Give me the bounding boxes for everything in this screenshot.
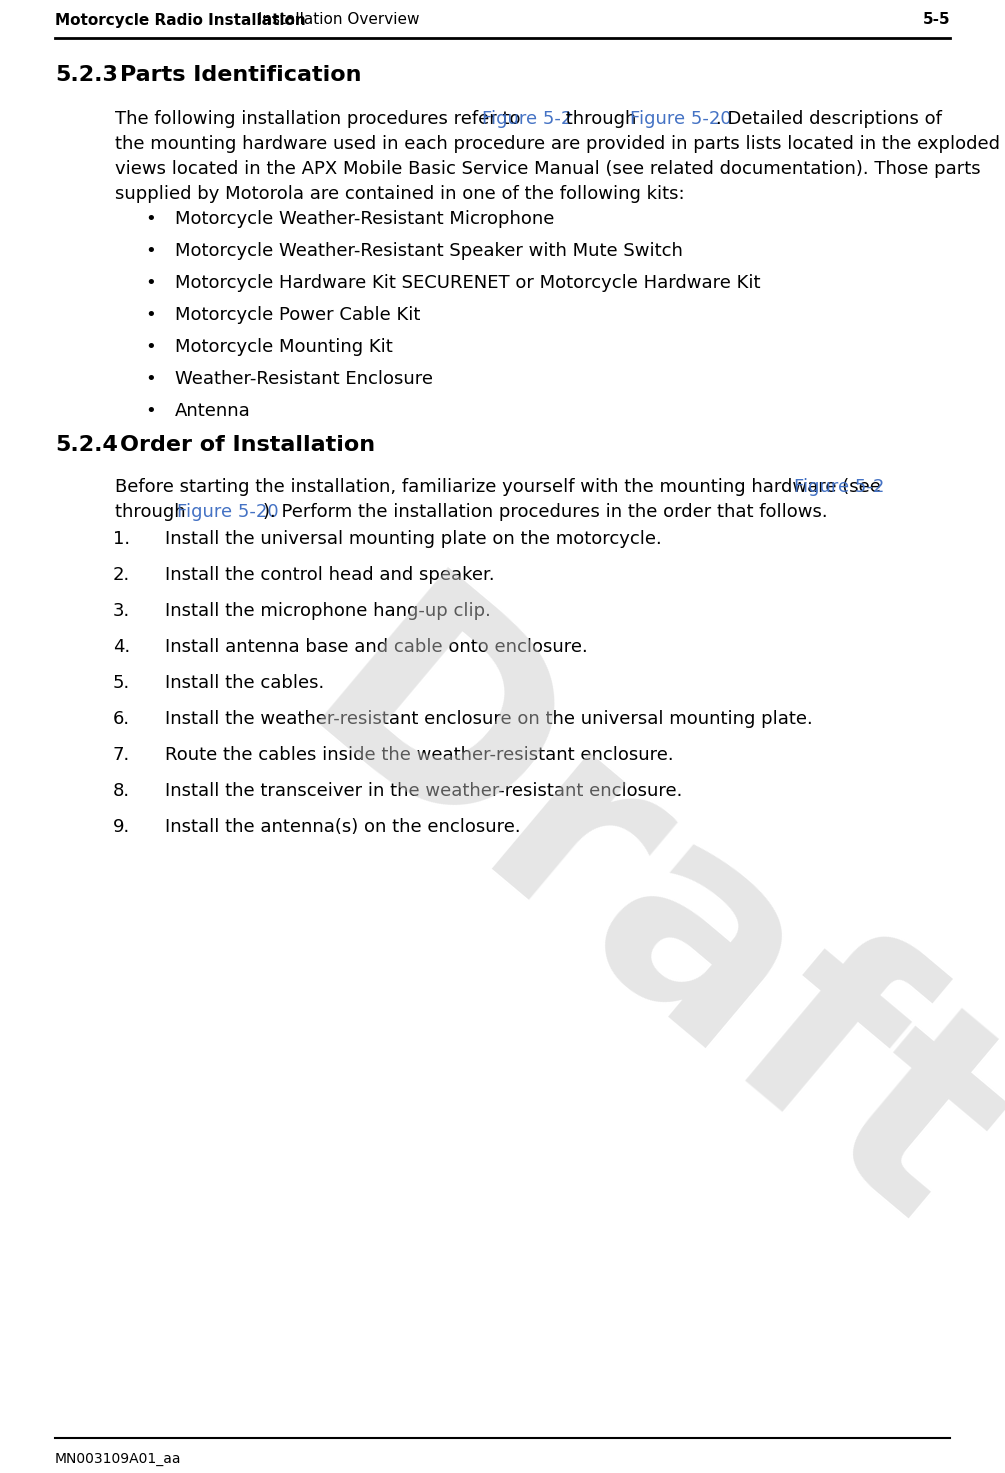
Text: views located in the APX Mobile Basic Service Manual (see related documentation): views located in the APX Mobile Basic Se… — [115, 161, 981, 178]
Text: Motorcycle Weather-Resistant Speaker with Mute Switch: Motorcycle Weather-Resistant Speaker wit… — [175, 242, 682, 261]
Text: Motorcycle Radio Installation: Motorcycle Radio Installation — [55, 12, 306, 28]
Text: Install the microphone hang-up clip.: Install the microphone hang-up clip. — [165, 602, 490, 620]
Text: MN003109A01_aa: MN003109A01_aa — [55, 1452, 182, 1466]
Text: 5-5: 5-5 — [923, 12, 950, 28]
Text: Figure 5-2: Figure 5-2 — [481, 110, 572, 128]
Text: •: • — [145, 211, 156, 228]
Text: . Detailed descriptions of: . Detailed descriptions of — [716, 110, 942, 128]
Text: •: • — [145, 370, 156, 387]
Text: Figure 5-2: Figure 5-2 — [794, 479, 884, 496]
Text: 3.: 3. — [113, 602, 130, 620]
Text: through: through — [115, 502, 191, 521]
Text: 7.: 7. — [113, 745, 130, 764]
Text: through: through — [560, 110, 642, 128]
Text: Motorcycle Mounting Kit: Motorcycle Mounting Kit — [175, 337, 393, 356]
Text: Install the antenna(s) on the enclosure.: Install the antenna(s) on the enclosure. — [165, 818, 521, 837]
Text: 6.: 6. — [113, 710, 130, 728]
Text: 2.: 2. — [113, 566, 130, 583]
Text: Parts Identification: Parts Identification — [120, 65, 362, 85]
Text: Before starting the installation, familiarize yourself with the mounting hardwar: Before starting the installation, famili… — [115, 479, 886, 496]
Text: Order of Installation: Order of Installation — [120, 435, 375, 455]
Text: ). Perform the installation procedures in the order that follows.: ). Perform the installation procedures i… — [263, 502, 828, 521]
Text: Motorcycle Power Cable Kit: Motorcycle Power Cable Kit — [175, 306, 420, 324]
Text: Figure 5-20: Figure 5-20 — [178, 502, 279, 521]
Text: the mounting hardware used in each procedure are provided in parts lists located: the mounting hardware used in each proce… — [115, 136, 1000, 153]
Text: supplied by Motorola are contained in one of the following kits:: supplied by Motorola are contained in on… — [115, 186, 684, 203]
Text: Install antenna base and cable onto enclosure.: Install antenna base and cable onto encl… — [165, 638, 588, 655]
Text: Route the cables inside the weather-resistant enclosure.: Route the cables inside the weather-resi… — [165, 745, 673, 764]
Text: 5.: 5. — [113, 675, 130, 692]
Text: Install the weather-resistant enclosure on the universal mounting plate.: Install the weather-resistant enclosure … — [165, 710, 813, 728]
Text: 4.: 4. — [113, 638, 130, 655]
Text: •: • — [145, 337, 156, 356]
Text: 9.: 9. — [113, 818, 130, 837]
Text: 5.2.3: 5.2.3 — [55, 65, 118, 85]
Text: Antenna: Antenna — [175, 402, 251, 420]
Text: Draft: Draft — [253, 560, 1005, 1286]
Text: •: • — [145, 274, 156, 292]
Text: 8.: 8. — [113, 782, 130, 800]
Text: Install the transceiver in the weather-resistant enclosure.: Install the transceiver in the weather-r… — [165, 782, 682, 800]
Text: 1.: 1. — [113, 530, 130, 548]
Text: Weather-Resistant Enclosure: Weather-Resistant Enclosure — [175, 370, 433, 387]
Text: Installation Overview: Installation Overview — [253, 12, 419, 28]
Text: •: • — [145, 306, 156, 324]
Text: Install the universal mounting plate on the motorcycle.: Install the universal mounting plate on … — [165, 530, 661, 548]
Text: •: • — [145, 242, 156, 261]
Text: Motorcycle Weather-Resistant Microphone: Motorcycle Weather-Resistant Microphone — [175, 211, 555, 228]
Text: •: • — [145, 402, 156, 420]
Text: Figure 5-20: Figure 5-20 — [630, 110, 732, 128]
Text: The following installation procedures refer to: The following installation procedures re… — [115, 110, 527, 128]
Text: Motorcycle Hardware Kit SECURENET or Motorcycle Hardware Kit: Motorcycle Hardware Kit SECURENET or Mot… — [175, 274, 761, 292]
Text: Install the cables.: Install the cables. — [165, 675, 325, 692]
Text: Install the control head and speaker.: Install the control head and speaker. — [165, 566, 494, 583]
Text: 5.2.4: 5.2.4 — [55, 435, 118, 455]
